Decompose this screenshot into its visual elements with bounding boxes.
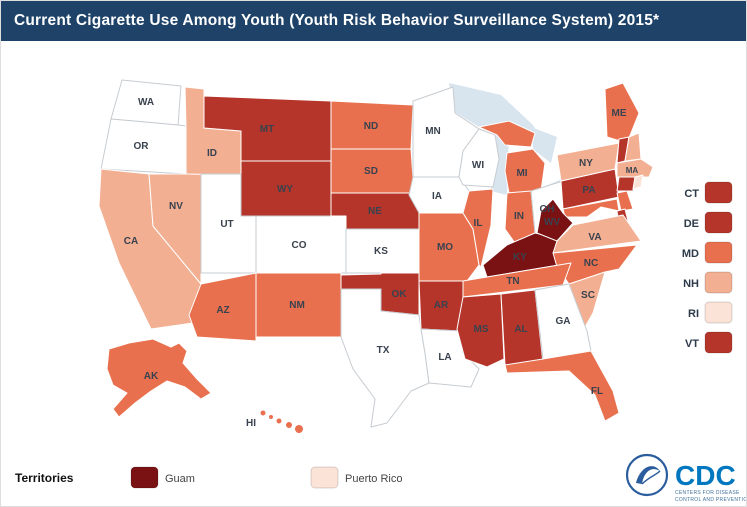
state-mo-label: MO [437, 242, 453, 253]
side-label-ri: RI [688, 308, 699, 320]
state-wi-label: WI [472, 160, 484, 171]
state-ak-shape[interactable] [106, 338, 212, 418]
state-or-label: OR [134, 141, 150, 152]
states-layer [98, 79, 654, 434]
state-hi-label: HI [246, 418, 256, 429]
page-title: Current Cigarette Use Among Youth (Youth… [14, 12, 660, 29]
state-ri-map-shape[interactable] [632, 174, 644, 190]
state-mt-label: MT [260, 124, 274, 135]
hhs-logo[interactable] [625, 453, 669, 497]
territories-legend: Territories Guam Puerto Rico [15, 466, 402, 489]
state-nm-label: NM [289, 300, 305, 311]
state-fl-label: FL [591, 386, 603, 397]
hhs-eagle-icon [636, 466, 660, 484]
side-swatch-ri[interactable] [704, 301, 733, 324]
state-il-shape[interactable] [462, 188, 494, 268]
state-id-label: ID [207, 148, 217, 159]
state-va-shape[interactable] [552, 214, 642, 254]
cdc-logo-text: CDC [675, 460, 736, 491]
state-tx-label: TX [377, 345, 390, 356]
state-nj-shape[interactable] [616, 190, 634, 212]
state-tx-shape[interactable] [340, 288, 430, 428]
state-ga-label: GA [556, 316, 571, 327]
state-nv-label: NV [169, 201, 183, 212]
territory-swatch-guam[interactable] [130, 466, 159, 489]
hhs-seal-circle [625, 453, 669, 497]
state-mn-label: MN [425, 126, 441, 137]
state-il-label: IL [474, 218, 483, 229]
side-label-nh: NH [683, 278, 699, 290]
state-ct-map-shape[interactable] [616, 176, 636, 192]
state-sc-label: SC [581, 290, 595, 301]
side-label-vt: VT [685, 338, 699, 350]
state-ia-label: IA [432, 191, 442, 202]
lake-huron [531, 127, 557, 163]
side-swatch-vt[interactable] [704, 331, 733, 354]
state-me-shape[interactable] [604, 82, 640, 144]
small-states-panel: CT DE MD NH RI VT [682, 181, 733, 354]
territories-title: Territories [15, 471, 74, 485]
state-nd-label: ND [364, 121, 378, 132]
state-ma-label: MA [626, 166, 639, 175]
territory-label-guam: Guam [165, 473, 195, 485]
state-tn-label: TN [506, 276, 519, 287]
territory-label-puerto-rico: Puerto Rico [345, 473, 402, 485]
state-ar-label: AR [434, 300, 449, 311]
side-label-md: MD [682, 248, 699, 260]
lake-superior [449, 83, 539, 135]
state-wv-label: WV [544, 217, 560, 228]
state-ga-shape[interactable] [534, 283, 592, 360]
state-ny-shape[interactable] [556, 142, 620, 182]
hhs-eagle-swoosh [641, 470, 661, 485]
state-labels: WA OR CA NV ID MT WY UT CO AZ NM TX ND S… [124, 97, 639, 429]
state-co-label: CO [292, 240, 307, 251]
state-mi-label: MI [516, 168, 527, 179]
state-me-label: ME [612, 108, 627, 119]
title-bar: Current Cigarette Use Among Youth (Youth… [1, 1, 746, 41]
cdc-logo-subtext-1: CENTERS FOR DISEASE [675, 490, 740, 496]
cdc-logo[interactable]: CDC CENTERS FOR DISEASE CONTROL AND PREV… [675, 460, 747, 503]
state-pa-label: PA [582, 185, 595, 196]
state-va-label: VA [588, 232, 601, 243]
territory-swatch-puerto-rico[interactable] [310, 466, 339, 489]
state-ak-label: AK [144, 371, 159, 382]
state-sd-label: SD [364, 166, 378, 177]
state-az-label: AZ [216, 305, 229, 316]
state-ny-label: NY [579, 158, 593, 169]
state-ca-label: CA [124, 236, 138, 247]
state-wa-label: WA [138, 97, 154, 108]
side-swatch-ct[interactable] [704, 181, 733, 204]
state-fl-shape[interactable] [504, 350, 620, 422]
state-wy-label: WY [277, 184, 293, 195]
state-ut-label: UT [220, 219, 233, 230]
cdc-logo-subtext-2: CONTROL AND PREVENTION [675, 497, 747, 503]
state-az-shape[interactable] [188, 272, 257, 342]
state-la-label: LA [438, 352, 451, 363]
state-in-label: IN [514, 211, 524, 222]
state-ks-label: KS [374, 246, 388, 257]
state-al-label: AL [514, 324, 527, 335]
side-label-de: DE [684, 218, 699, 230]
side-swatch-md[interactable] [704, 241, 733, 264]
state-oh-label: OH [540, 204, 555, 215]
state-ma-shape[interactable] [616, 158, 654, 178]
state-hi-shape[interactable] [259, 409, 304, 434]
side-swatch-de[interactable] [704, 211, 733, 234]
side-swatch-nh[interactable] [704, 271, 733, 294]
state-ne-label: NE [368, 206, 382, 217]
state-wi-shape[interactable] [458, 128, 500, 188]
side-label-ct: CT [684, 188, 699, 200]
state-nc-label: NC [584, 258, 598, 269]
state-ok-label: OK [392, 289, 408, 300]
state-ms-label: MS [474, 324, 489, 335]
state-ky-label: KY [513, 252, 527, 263]
